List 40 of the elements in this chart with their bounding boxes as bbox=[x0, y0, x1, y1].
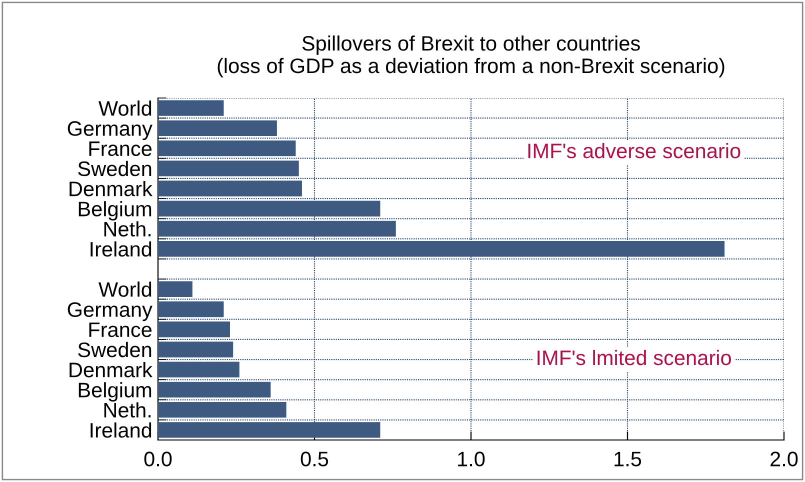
y-tick-label: World bbox=[98, 100, 152, 116]
bar bbox=[158, 160, 299, 176]
y-tick-label: Germany bbox=[68, 121, 152, 140]
y-tick-label: Denmark bbox=[70, 180, 152, 196]
y-tick-label: Belgium bbox=[78, 382, 152, 402]
x-tick-label: 1.0 bbox=[458, 452, 485, 466]
bar bbox=[158, 220, 396, 237]
y-tick-label: Neth. bbox=[104, 221, 151, 237]
bar bbox=[158, 382, 271, 398]
bar bbox=[158, 200, 380, 216]
bar bbox=[158, 241, 725, 257]
y-tick-label: Ireland bbox=[90, 422, 152, 438]
annotation: IMF's lmited scenario bbox=[538, 350, 731, 366]
y-tick-label: Ireland bbox=[90, 241, 152, 257]
bar bbox=[158, 281, 192, 297]
y-tick-label: Denmark bbox=[70, 362, 152, 378]
bar bbox=[158, 422, 380, 438]
chart-title: Spillovers of Brexit to other countries (loss of GDP as a deviation from a non-Brexit scenario) bbox=[218, 35, 724, 78]
bar bbox=[158, 180, 302, 196]
bar bbox=[158, 120, 277, 136]
bar bbox=[158, 100, 224, 116]
y-tick-label: Sweden bbox=[78, 160, 152, 176]
bar bbox=[158, 301, 224, 318]
bar bbox=[158, 140, 296, 156]
x-tick-label: 1.5 bbox=[614, 452, 642, 466]
y-tick-label: Sweden bbox=[78, 342, 152, 358]
y-tick-label: World bbox=[98, 282, 152, 297]
y-tick-label: France bbox=[89, 142, 152, 156]
x-tick-label: 0.0 bbox=[144, 452, 172, 466]
x-tick-label: 2.0 bbox=[770, 452, 798, 466]
y-tick-label: Belgium bbox=[78, 201, 152, 221]
bar bbox=[158, 362, 240, 378]
bar bbox=[158, 342, 234, 358]
annotation: IMF's adverse scenario bbox=[528, 143, 740, 158]
bar bbox=[158, 402, 286, 418]
bar bbox=[158, 322, 230, 338]
y-tick-label: Neth. bbox=[104, 402, 151, 418]
y-tick-label: France bbox=[89, 322, 152, 338]
x-tick-label: 0.5 bbox=[300, 452, 328, 466]
y-tick-label: Germany bbox=[68, 302, 152, 322]
